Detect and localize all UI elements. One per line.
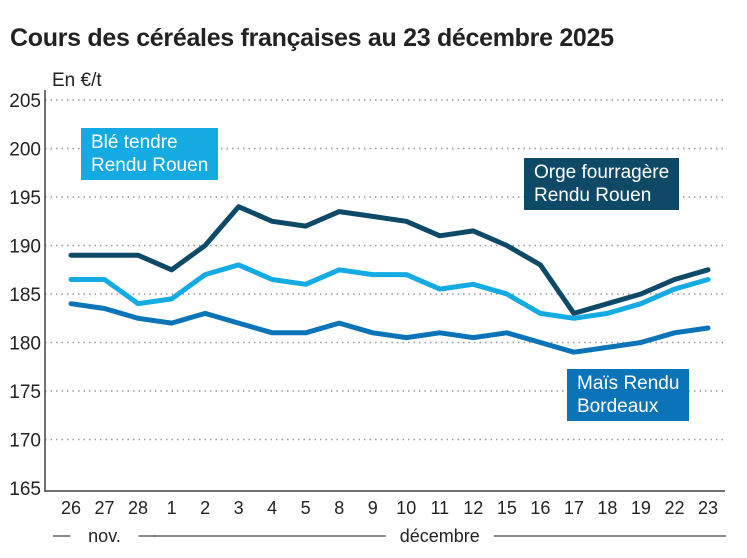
- x-tick-label: 11: [430, 498, 449, 518]
- month-label: nov.: [88, 526, 121, 546]
- x-tick-label: 23: [698, 498, 718, 518]
- x-tick-label: 2: [200, 498, 210, 518]
- x-tick-label: 5: [301, 498, 311, 518]
- legend-mais: Maïs Rendu Bordeaux: [567, 369, 690, 421]
- x-tick-label: 4: [267, 498, 277, 518]
- y-tick-label: 200: [9, 140, 41, 161]
- y-axis-label: En €/t: [52, 70, 102, 91]
- chart-title: Cours des céréales françaises au 23 déce…: [10, 24, 614, 52]
- x-tick-label: 27: [95, 498, 115, 518]
- legend-orge: Orge fourragère Rendu Rouen: [524, 158, 680, 210]
- legend-orge-line2: Rendu Rouen: [534, 185, 652, 206]
- x-tick-label: 26: [61, 498, 81, 518]
- x-tick-label: 18: [597, 498, 617, 518]
- y-tick-label: 190: [9, 237, 41, 258]
- legend-mais-line1: Maïs Rendu: [577, 373, 680, 394]
- x-tick-label: 1: [167, 498, 177, 518]
- y-tick-label: 170: [9, 431, 41, 452]
- x-tick-label: 22: [664, 498, 684, 518]
- legend-ble: Blé tendre Rendu Rouen: [81, 128, 219, 180]
- x-tick-label: 3: [234, 498, 244, 518]
- legend-mais-line2: Bordeaux: [577, 396, 659, 417]
- x-tick-label: 12: [463, 498, 483, 518]
- x-tick-label: 9: [368, 498, 378, 518]
- y-tick-label: 175: [9, 382, 41, 403]
- series-line-1: [68, 262, 711, 321]
- x-tick-label: 16: [530, 498, 550, 518]
- y-tick-label: 185: [9, 285, 41, 306]
- series-line-0: [68, 204, 711, 316]
- x-tick-label: 8: [334, 498, 344, 518]
- legend-orge-line1: Orge fourragère: [534, 162, 670, 183]
- series-line-2: [68, 301, 711, 355]
- x-tick-label: 17: [564, 498, 584, 518]
- y-tick-label: 180: [9, 334, 41, 355]
- month-label: décembre: [400, 526, 480, 546]
- y-tick-label: 205: [9, 91, 41, 112]
- legend-ble-line2: Rendu Rouen: [91, 155, 209, 176]
- x-tick-label: 28: [128, 498, 148, 518]
- y-tick-label: 165: [9, 479, 41, 500]
- x-tick-label: 10: [396, 498, 416, 518]
- y-tick-label: 195: [9, 188, 41, 209]
- x-tick-label: 15: [497, 498, 517, 518]
- x-tick-label: 19: [631, 498, 651, 518]
- legend-ble-line1: Blé tendre: [91, 132, 178, 153]
